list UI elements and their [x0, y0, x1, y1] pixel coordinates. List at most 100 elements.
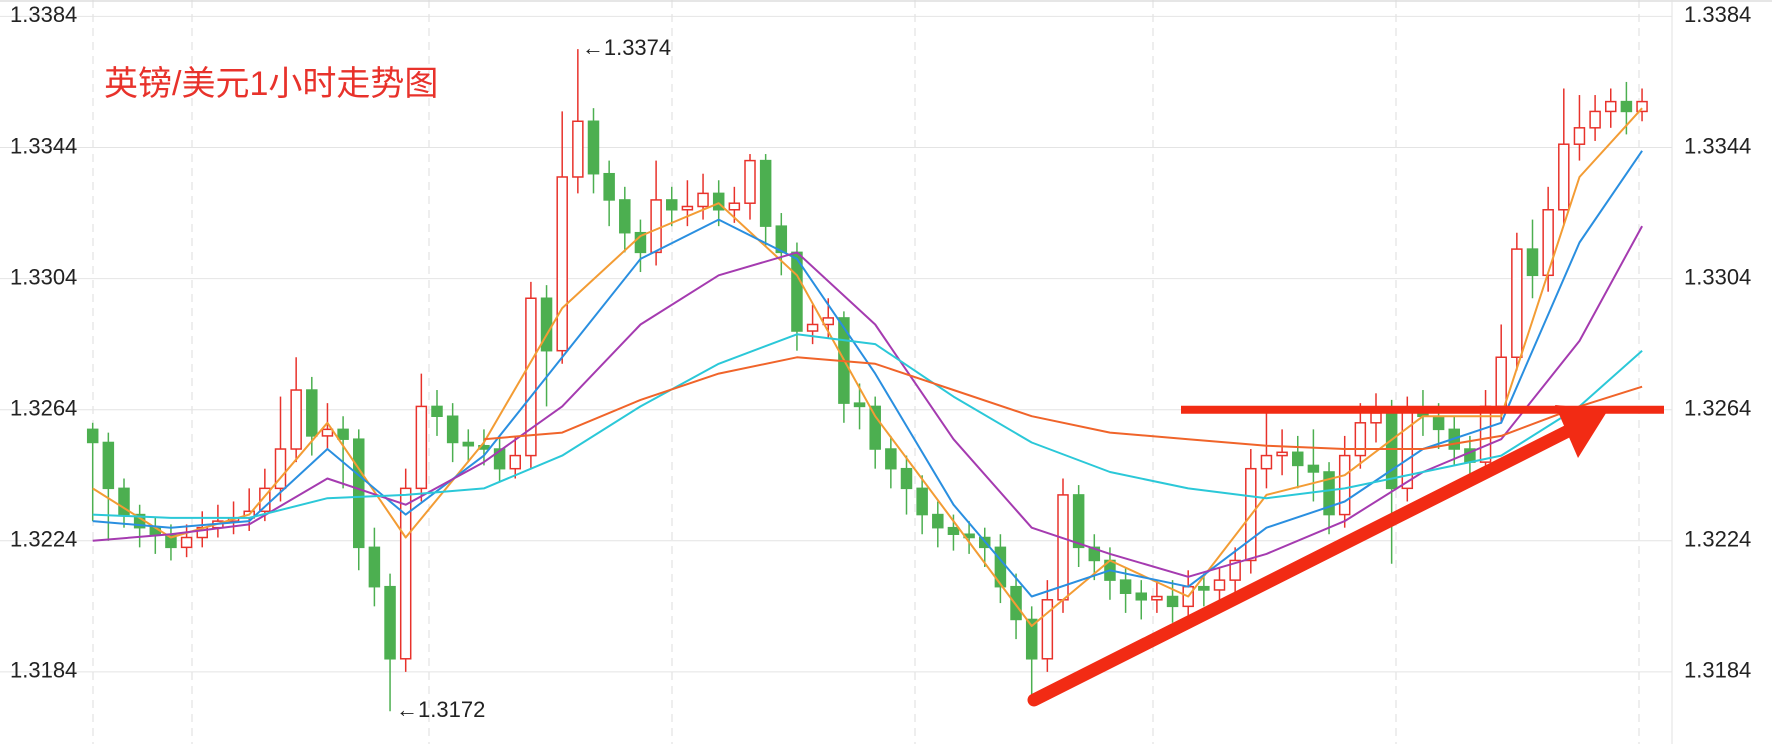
candle-body [1370, 412, 1382, 424]
y-tick-label-right: 1.3304 [1684, 264, 1751, 289]
candle-body [1213, 579, 1226, 591]
candle-body [525, 297, 537, 457]
chart-title: 英镑/美元1小时走势图 [104, 65, 438, 103]
candle-body [1307, 464, 1320, 473]
annotation: ←1.3172 [396, 697, 485, 722]
y-tick-label-right: 1.3184 [1684, 658, 1751, 683]
candle-body [712, 192, 725, 211]
y-tick-label-right: 1.3384 [1684, 2, 1751, 27]
candle-body [1010, 585, 1022, 621]
candle-body [1542, 209, 1554, 277]
ma-line [92, 150, 1643, 598]
candle-body [744, 159, 756, 204]
y-tick-label-right: 1.3224 [1684, 527, 1751, 552]
candle-body [1198, 585, 1210, 591]
trend-arrow-head [1555, 405, 1608, 458]
y-tick-label: 1.3184 [10, 658, 77, 683]
candle-body [1260, 454, 1273, 470]
candle-body [869, 405, 881, 450]
candle-body [1119, 579, 1132, 594]
candle-body [1338, 454, 1351, 516]
candle-body [1025, 618, 1038, 660]
candle-body [619, 199, 631, 234]
candle-body [759, 159, 772, 227]
candle-body [399, 487, 412, 660]
candle-body [493, 448, 506, 470]
candle-body [509, 454, 521, 470]
candle-body [666, 199, 678, 211]
candle-body [1558, 143, 1570, 211]
candle-body [1605, 100, 1617, 113]
candle-body [556, 176, 568, 352]
candle-body [947, 526, 960, 535]
candle-body [1276, 451, 1288, 457]
ma-line [483, 356, 1643, 450]
candle-body [1636, 100, 1648, 113]
candle-body [384, 585, 396, 660]
y-tick-label: 1.3224 [10, 527, 77, 552]
candle-body [1072, 494, 1085, 549]
candle-body [1354, 422, 1367, 457]
candle-body [634, 231, 647, 254]
y-tick-label: 1.3344 [10, 133, 77, 158]
time-separators [92, 0, 1673, 744]
candle-body [290, 389, 302, 450]
candle-body [728, 202, 741, 211]
candle-body [1323, 471, 1335, 516]
candle-body [1620, 100, 1633, 113]
candle-body [916, 487, 928, 516]
candle-body [681, 205, 694, 211]
candle-body [180, 536, 193, 549]
candle-body [697, 192, 709, 208]
candle-body [1292, 451, 1304, 467]
candle-body [1573, 127, 1586, 145]
candle-body [1229, 559, 1241, 581]
candle-body [900, 467, 913, 490]
candle-body [775, 225, 788, 254]
ma-line [92, 107, 1643, 627]
y-tick-label: 1.3384 [10, 2, 77, 27]
candle-body [306, 389, 318, 437]
trend-arrow-shaft [1027, 423, 1577, 707]
candle-body [86, 428, 99, 444]
candle-body [1041, 599, 1054, 660]
candle-body [1135, 592, 1147, 601]
candle-body [274, 448, 287, 490]
candle-body [603, 172, 615, 201]
candle-body [1589, 110, 1601, 129]
candle-body [885, 448, 897, 470]
candle-body [462, 441, 475, 447]
ma-line [92, 225, 1643, 578]
candle-body [259, 487, 271, 513]
ma-line [92, 333, 1643, 519]
candle-body [368, 546, 381, 588]
candle-body [853, 402, 866, 408]
candle-body [353, 438, 365, 549]
candle-body [572, 120, 584, 178]
candle-body [1526, 248, 1539, 277]
candle-body [932, 513, 944, 529]
candle-body [587, 120, 600, 175]
candle-body [446, 415, 459, 444]
candle-body [1495, 356, 1507, 408]
candle-body [431, 405, 443, 417]
candle-body [1166, 595, 1179, 608]
candle-body [1511, 248, 1523, 359]
candle-body [337, 428, 349, 440]
candle-body [1479, 405, 1492, 463]
y-tick-label: 1.3264 [10, 396, 77, 421]
y-tick-label-right: 1.3264 [1684, 396, 1751, 421]
candle-body [650, 199, 662, 254]
y-tick-label: 1.3304 [10, 264, 77, 289]
candle-body [1088, 546, 1101, 562]
candle-body [415, 405, 428, 490]
candle-body [806, 323, 819, 332]
candle-body [118, 487, 130, 516]
candle-body [1432, 415, 1445, 431]
candle-body [321, 428, 334, 437]
candle-body [1151, 595, 1163, 601]
annotation: ←1.3374 [582, 35, 671, 60]
candle-body [102, 441, 115, 490]
